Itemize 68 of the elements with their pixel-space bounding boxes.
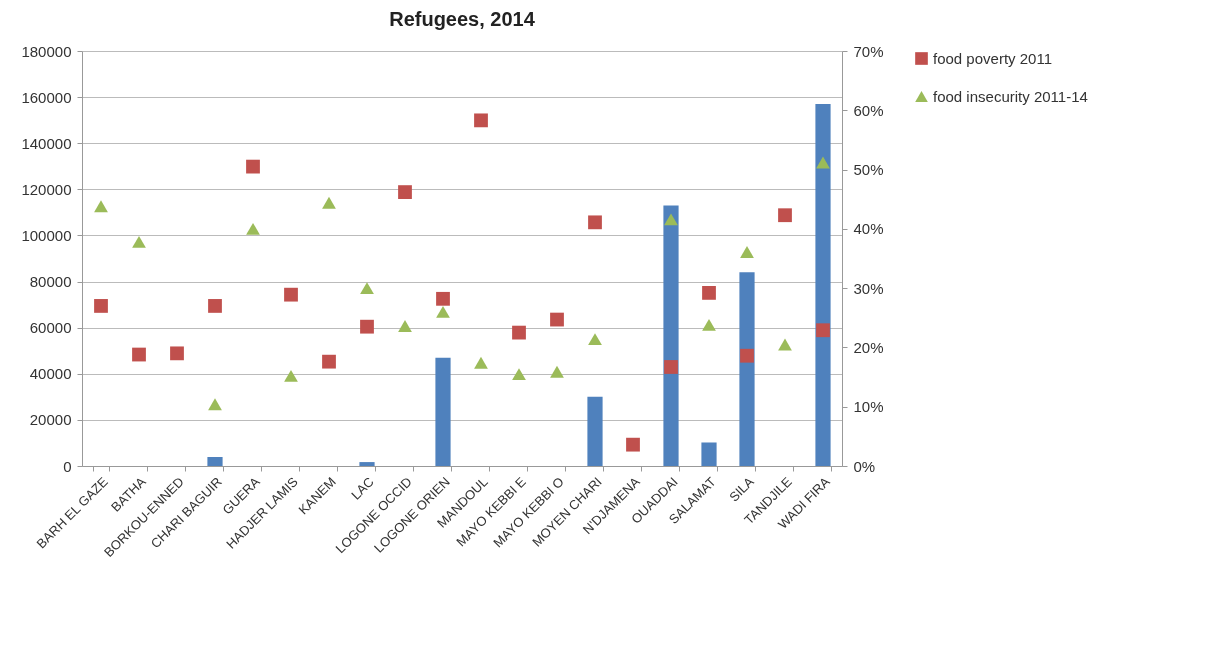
y2-tick-label: 40% [853,220,884,238]
point [816,323,830,338]
point [512,325,526,340]
x-tick-label: LAC [348,474,377,503]
point [398,185,412,199]
y-tick-label: 100000 [21,226,72,244]
point [436,291,450,306]
point [474,356,488,369]
bar [207,457,223,466]
point [436,305,450,318]
y2-tick-label: 50% [853,161,884,179]
y-tick-label: 140000 [21,134,72,152]
y-tick-label: 120000 [21,180,72,198]
point [550,312,564,327]
point [740,348,754,363]
y-tick-label: 60000 [29,319,72,337]
bar [663,205,679,466]
point [132,347,146,362]
point [588,215,602,230]
point [778,338,792,351]
point [208,299,222,313]
y2-tick-label: 70% [853,42,884,60]
y-tick-label: 80000 [29,273,72,291]
point [94,299,108,313]
chart-title: Refugees, 2014 [389,8,536,30]
point [208,398,222,411]
legend-label: food poverty 2011 [933,49,1052,67]
point [778,208,792,223]
bar [435,357,451,466]
point [246,159,260,174]
point [360,282,374,295]
point [550,365,564,378]
bar [739,272,755,466]
point [322,354,336,369]
point [664,213,678,226]
y-tick-label: 20000 [29,411,72,429]
y2-tick-label: 10% [853,398,884,416]
point [360,319,374,334]
y2-tick-label: 60% [853,101,884,119]
y-tick-label: 160000 [21,88,72,106]
point [626,437,640,452]
bar [815,104,831,466]
point [512,368,526,381]
y2-tick-label: 30% [853,279,884,297]
point [398,320,412,333]
y2-tick-label: 0% [853,457,876,475]
bar [587,396,603,466]
point [284,369,298,382]
point [740,246,754,258]
point [94,200,108,213]
point [132,235,146,248]
point [664,360,678,374]
y-tick-label: 0 [63,457,72,475]
y-tick-label: 40000 [29,365,72,383]
y2-tick-label: 20% [853,338,884,356]
point [322,196,336,209]
bar [701,442,717,466]
point [474,113,488,128]
point [588,333,602,346]
bar [359,462,375,466]
legend-label: food insecurity 2011-14 [933,87,1088,105]
point [702,285,716,300]
point [246,222,260,235]
y-tick-label: 180000 [21,42,72,60]
point [170,346,184,361]
point [816,156,830,169]
point [702,318,716,331]
point [284,287,298,302]
